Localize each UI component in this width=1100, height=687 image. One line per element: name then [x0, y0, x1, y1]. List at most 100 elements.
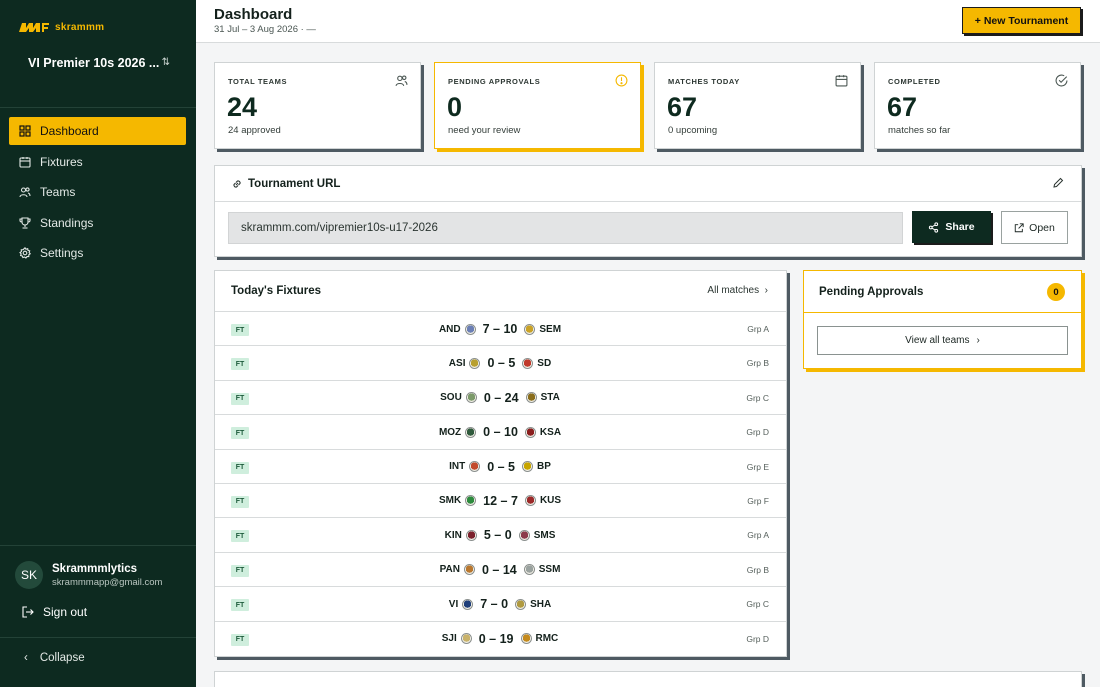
stat-subtext: 24 approved	[228, 125, 281, 136]
sidebar-nav: Dashboard Fixtures Teams Standings Setti…	[9, 117, 186, 270]
home-team: SMK	[438, 495, 462, 507]
sign-out-label: Sign out	[43, 605, 88, 619]
group-label: Grp B	[746, 564, 769, 575]
group-label: Grp B	[746, 358, 769, 369]
user-email: skrammmapp@gmail.com	[52, 576, 163, 588]
away-crest-icon	[522, 357, 534, 369]
alert-circle-icon	[615, 74, 628, 87]
status-badge: FT	[231, 324, 249, 336]
new-tournament-button[interactable]: + New Tournament	[962, 7, 1081, 34]
away-crest-icon	[518, 529, 530, 541]
score: 0 – 14	[481, 562, 517, 577]
home-team: PAN	[439, 564, 460, 576]
open-button[interactable]: Open	[1001, 211, 1068, 244]
chevron-left-icon: ‹	[24, 652, 28, 664]
home-crest-icon	[465, 495, 477, 507]
away-crest-icon	[524, 323, 536, 335]
score: 7 – 10	[482, 322, 518, 336]
pencil-icon[interactable]	[1052, 177, 1064, 189]
score: 0 – 24	[483, 390, 519, 405]
match-result: PAN 0 – 14 SSM	[385, 553, 615, 587]
fixture-row[interactable]: FT VI 7 – 0 SHA Grp C	[215, 587, 786, 622]
stat-card-matches-today: MATCHES TODAY 67 0 upcoming	[654, 62, 861, 149]
fixture-row[interactable]: FT AND 7 – 10 SEM Grp A	[215, 312, 786, 347]
sidebar-item-dashboard[interactable]: Dashboard	[9, 117, 186, 145]
sidebar-item-settings[interactable]: Settings	[9, 239, 186, 267]
sidebar-item-standings[interactable]: Standings	[9, 209, 186, 237]
match-result: SOU 0 – 24 STA	[385, 381, 615, 415]
card-title: Today's Fixtures	[231, 285, 322, 297]
fixture-row[interactable]: FT ASI 0 – 5 SD Grp B	[215, 346, 786, 381]
todays-fixtures-card: Today's Fixtures All matches › FT AND 7 …	[214, 270, 787, 657]
sign-out-button[interactable]: Sign out	[22, 605, 87, 619]
group-label: Grp C	[746, 392, 769, 403]
collapse-button[interactable]: ‹ Collapse	[24, 652, 85, 664]
card-header: Pending Approvals 0	[804, 271, 1081, 313]
brand-name: skrammm	[55, 21, 105, 33]
view-all-teams-button[interactable]: View all teams ›	[817, 326, 1068, 355]
card-header: Tournament URL	[215, 166, 1081, 202]
fixture-row[interactable]: FT SMK 12 – 7 KUS Grp F	[215, 484, 786, 519]
home-team: ASI	[448, 357, 466, 369]
match-result: INT 0 – 5 BP	[385, 450, 615, 484]
home-team: SOU	[440, 392, 462, 404]
stat-label: TOTAL TEAMS	[228, 77, 288, 86]
tournament-url-field[interactable]	[228, 212, 903, 244]
top-header: Dashboard 31 Jul – 3 Aug 2026 · — + New …	[196, 0, 1100, 43]
stat-label: PENDING APPROVALS	[448, 77, 541, 86]
fixture-row[interactable]: FT SOU 0 – 24 STA Grp C	[215, 381, 786, 416]
skrammm-logo-icon	[19, 23, 49, 32]
user-profile[interactable]: SK Skrammmlytics skrammmapp@gmail.com	[15, 561, 162, 589]
trophy-icon	[19, 216, 31, 229]
sidebar-item-label: Teams	[40, 185, 76, 199]
away-crest-icon	[522, 461, 533, 473]
status-badge: FT	[231, 633, 249, 646]
page-title: Dashboard	[214, 6, 293, 23]
collapse-label: Collapse	[39, 652, 85, 664]
sidebar-item-fixtures[interactable]: Fixtures	[9, 148, 186, 176]
away-team: KSA	[539, 426, 562, 438]
away-crest-icon	[525, 392, 537, 404]
check-circle-icon	[1055, 74, 1068, 87]
fixture-row[interactable]: FT MOZ 0 – 10 KSA Grp D	[215, 415, 786, 450]
fixture-row[interactable]: FT KIN 5 – 0 SMS Grp A	[215, 518, 786, 553]
status-badge: FT	[231, 461, 249, 474]
match-result: VI 7 – 0 SHA	[385, 587, 615, 621]
all-matches-link[interactable]: All matches ›	[707, 285, 768, 296]
match-result: MOZ 0 – 10 KSA	[385, 415, 615, 449]
sidebar-item-label: Dashboard	[40, 124, 99, 138]
fixture-row[interactable]: FT SJI 0 – 19 RMC Grp D	[215, 622, 786, 656]
stat-label: COMPLETED	[888, 77, 941, 86]
link-icon	[233, 180, 241, 188]
fixture-row[interactable]: FT INT 0 – 5 BP Grp E	[215, 450, 786, 484]
home-team: AND	[438, 323, 461, 335]
away-crest-icon	[523, 564, 535, 576]
sidebar-item-label: Fixtures	[40, 154, 83, 169]
sidebar-item-teams[interactable]: Teams	[9, 178, 186, 206]
stat-value: 67	[667, 92, 698, 122]
group-label: Grp D	[746, 633, 769, 644]
status-badge: FT	[231, 564, 249, 577]
sidebar-divider	[0, 107, 196, 108]
chevron-right-icon: ›	[976, 335, 980, 346]
score: 0 – 10	[483, 425, 518, 440]
sidebar-divider	[0, 545, 196, 546]
away-team: SEM	[539, 323, 562, 335]
stat-value: 67	[887, 92, 918, 122]
next-section-card	[214, 671, 1082, 687]
group-label: Grp C	[746, 599, 769, 610]
stat-card-pending-approvals: PENDING APPROVALS 0 need your review	[434, 62, 641, 149]
home-team: KIN	[444, 529, 462, 541]
stat-subtext: matches so far	[888, 125, 951, 136]
brand-logo[interactable]: skrammm	[18, 20, 104, 34]
home-crest-icon	[463, 564, 475, 576]
tournament-url-card: Tournament URL Share Open	[214, 165, 1082, 257]
card-title: Tournament URL	[248, 178, 341, 190]
home-team: INT	[449, 461, 466, 473]
tournament-selector[interactable]: VI Premier 10s 2026 ... ⇅	[28, 56, 170, 70]
share-button[interactable]: Share	[912, 211, 991, 243]
away-team: STA	[540, 392, 560, 404]
away-team: SHA	[530, 598, 552, 610]
pending-approvals-card: Pending Approvals 0 View all teams ›	[803, 270, 1082, 369]
fixture-row[interactable]: FT PAN 0 – 14 SSM Grp B	[215, 553, 786, 588]
